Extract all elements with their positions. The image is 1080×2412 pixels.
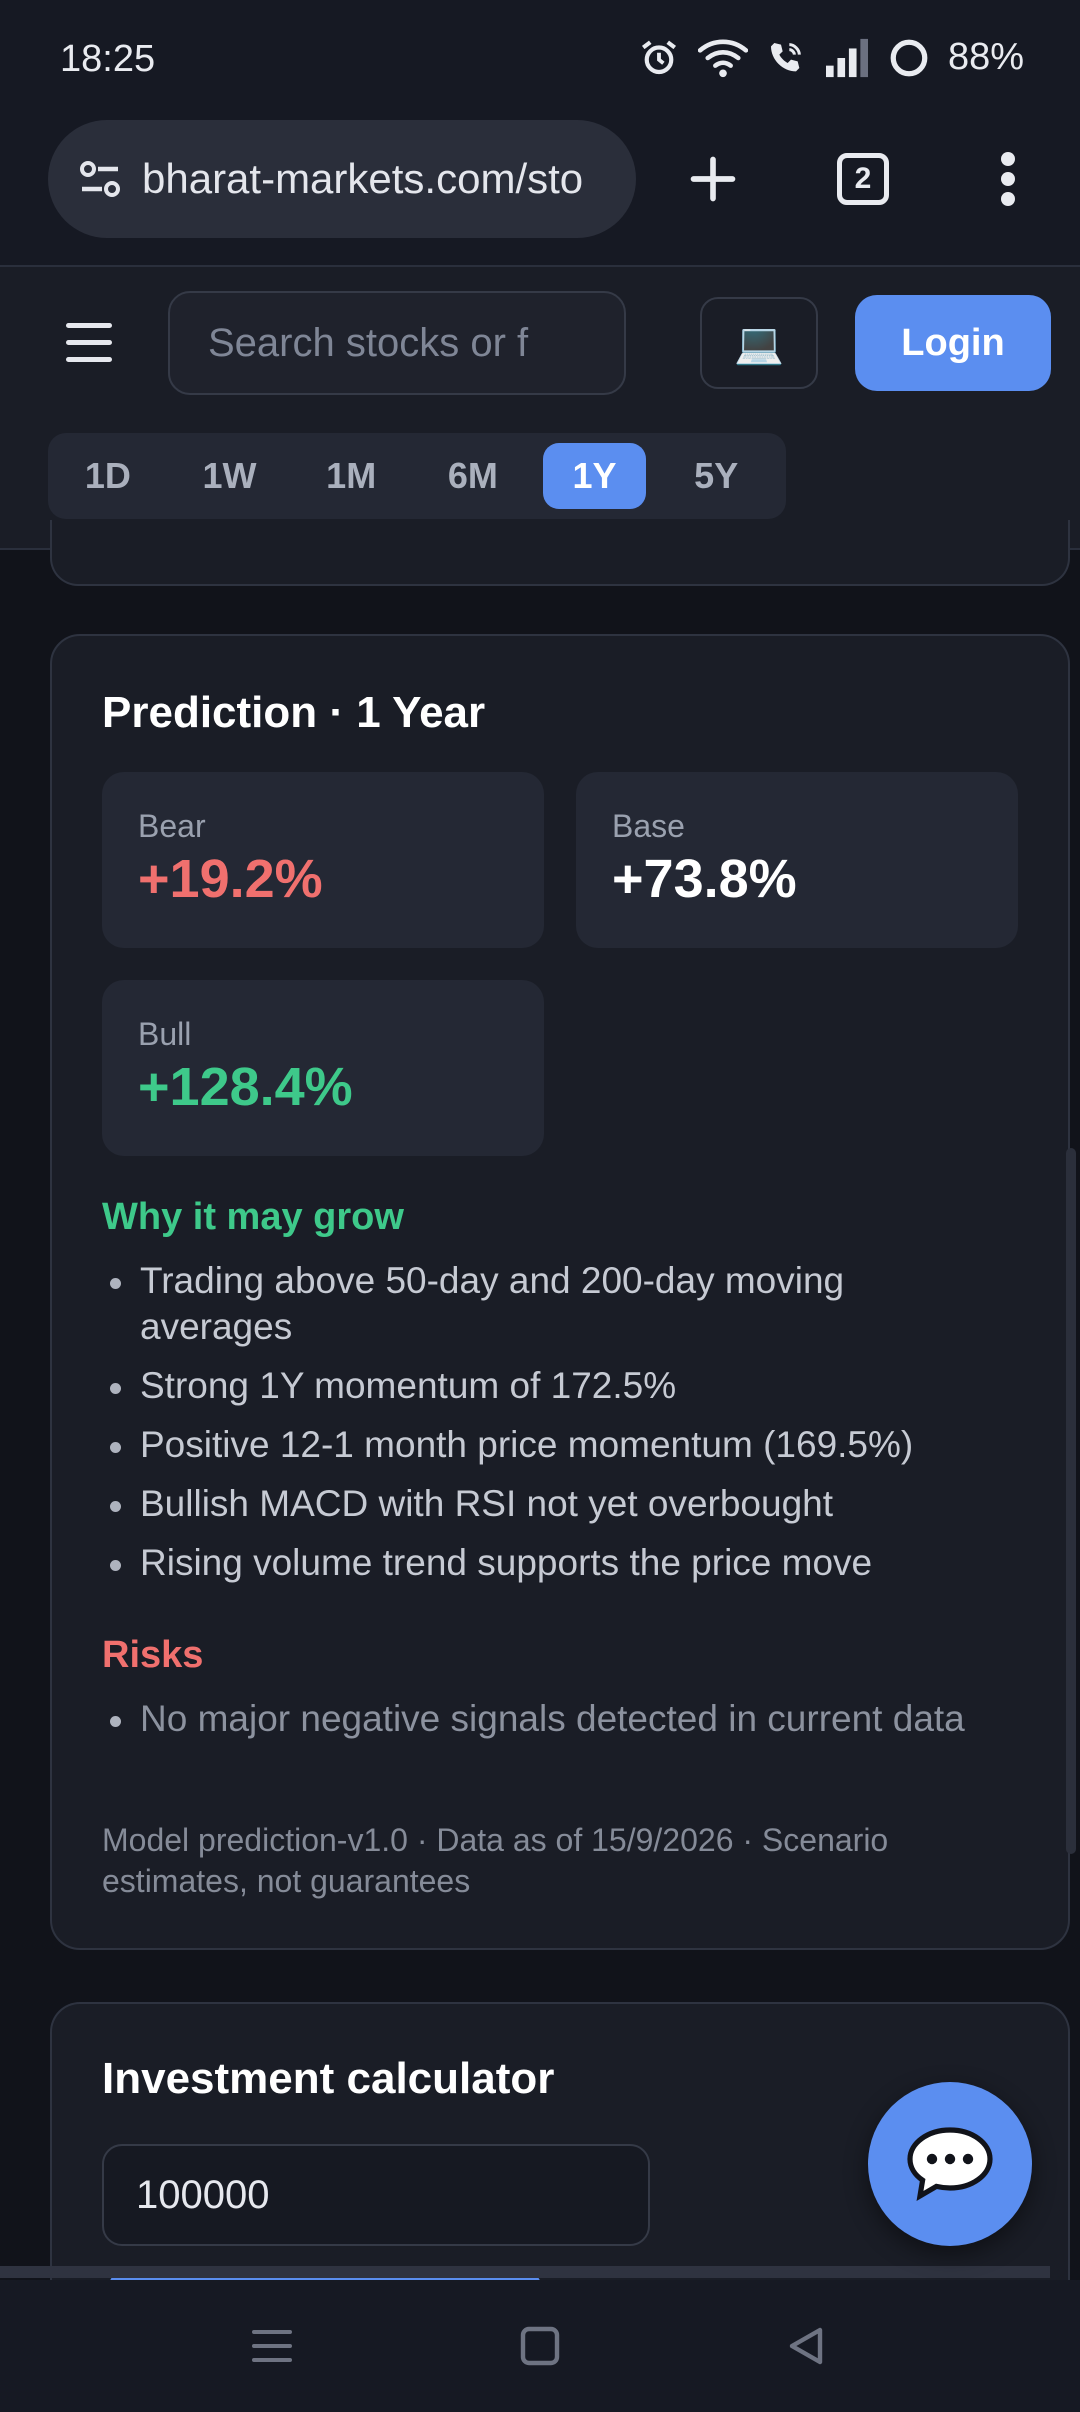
risks-list: No major negative signals detected in cu… xyxy=(52,1696,972,1755)
bear-label: Bear xyxy=(138,808,206,844)
prediction-card: Prediction · 1 Year Bear +19.2% Base +73… xyxy=(50,634,1070,1950)
page-scrollbar[interactable] xyxy=(1066,1148,1076,1854)
battery-ring-icon xyxy=(890,39,928,76)
back-icon[interactable] xyxy=(784,2324,828,2368)
list-item: Strong 1Y momentum of 172.5% xyxy=(52,1363,972,1409)
calculator-title: Investment calculator xyxy=(102,2054,555,2103)
model-footnote: Model prediction-v1.0 · Data as of 15/9/… xyxy=(102,1822,889,1899)
timeframe-1y[interactable]: 1Y xyxy=(542,443,647,509)
list-item: No major negative signals detected in cu… xyxy=(52,1696,972,1742)
timeframe-1w[interactable]: 1W xyxy=(202,455,257,496)
alarm-icon xyxy=(641,40,676,74)
system-nav-bar xyxy=(0,2280,1080,2412)
timeframe-selector: 1D 1W 1M 6M 1Y 5Y xyxy=(48,433,786,519)
new-tab-button[interactable] xyxy=(672,120,754,238)
menu-icon[interactable] xyxy=(66,323,112,363)
growth-list: Trading above 50-day and 200-day moving … xyxy=(52,1258,972,1599)
bear-value: +19.2% xyxy=(138,849,323,909)
list-item: Trading above 50-day and 200-day moving … xyxy=(52,1258,972,1350)
home-icon[interactable] xyxy=(518,2324,562,2368)
battery-percent: 88% xyxy=(947,36,1024,78)
chat-button[interactable] xyxy=(868,2082,1032,2246)
prediction-title: Prediction · 1 Year xyxy=(102,688,486,737)
previous-card-edge xyxy=(50,520,1070,586)
timeframe-6m[interactable]: 6M xyxy=(447,455,498,496)
status-time: 18:25 xyxy=(60,38,156,80)
timeframe-1m[interactable]: 1M xyxy=(326,455,377,496)
address-bar[interactable]: bharat-markets.com/sto xyxy=(48,120,636,238)
bull-value: +128.4% xyxy=(138,1057,353,1117)
status-icons: 88% xyxy=(638,36,1024,79)
risks-heading: Risks xyxy=(102,1634,204,1676)
site-header: 💻 Login 1D 1W 1M 6M 1Y 5Y xyxy=(0,267,1080,550)
bull-scenario: Bull +128.4% xyxy=(102,980,544,1156)
list-item: Bullish MACD with RSI not yet overbought xyxy=(52,1481,972,1527)
plus-icon xyxy=(690,156,736,202)
base-value: +73.8% xyxy=(612,849,797,909)
site-settings-icon[interactable] xyxy=(76,155,124,203)
wifi-calling-icon xyxy=(770,42,801,71)
login-button[interactable]: Login xyxy=(855,295,1051,391)
laptop-icon: 💻 xyxy=(734,321,784,366)
bear-scenario: Bear +19.2% xyxy=(102,772,544,948)
bull-label: Bull xyxy=(138,1016,192,1052)
calculator-button-edge xyxy=(110,2276,540,2282)
status-bar: 18:25 88% xyxy=(0,0,1080,120)
browser-toolbar: bharat-markets.com/sto 2 xyxy=(0,120,1080,265)
wifi-icon xyxy=(697,38,748,77)
amount-input[interactable] xyxy=(104,2146,648,2244)
search-field[interactable] xyxy=(168,291,626,395)
timeframe-1d[interactable]: 1D xyxy=(84,455,131,496)
list-item: Positive 12-1 month price momentum (169.… xyxy=(52,1422,972,1468)
tab-switcher-button[interactable]: 2 xyxy=(822,120,904,238)
amount-field[interactable] xyxy=(102,2144,650,2246)
url-text: bharat-markets.com/sto xyxy=(142,155,584,202)
list-item: Rising volume trend supports the price m… xyxy=(52,1540,972,1586)
base-label: Base xyxy=(612,808,685,844)
base-scenario: Base +73.8% xyxy=(576,772,1018,948)
tab-count: 2 xyxy=(837,153,889,205)
chat-bubble-icon xyxy=(907,2127,993,2202)
more-vert-icon xyxy=(1001,152,1015,206)
horizontal-scrollbar[interactable] xyxy=(0,2266,1050,2278)
toolbar-divider xyxy=(0,265,1080,267)
search-input[interactable] xyxy=(170,293,624,393)
recents-icon[interactable] xyxy=(250,2324,294,2368)
signal-icon xyxy=(825,38,868,77)
browser-menu-button[interactable] xyxy=(968,120,1048,238)
timeframe-5y[interactable]: 5Y xyxy=(694,455,739,496)
theme-toggle-button[interactable]: 💻 xyxy=(700,297,818,389)
growth-heading: Why it may grow xyxy=(102,1196,404,1238)
